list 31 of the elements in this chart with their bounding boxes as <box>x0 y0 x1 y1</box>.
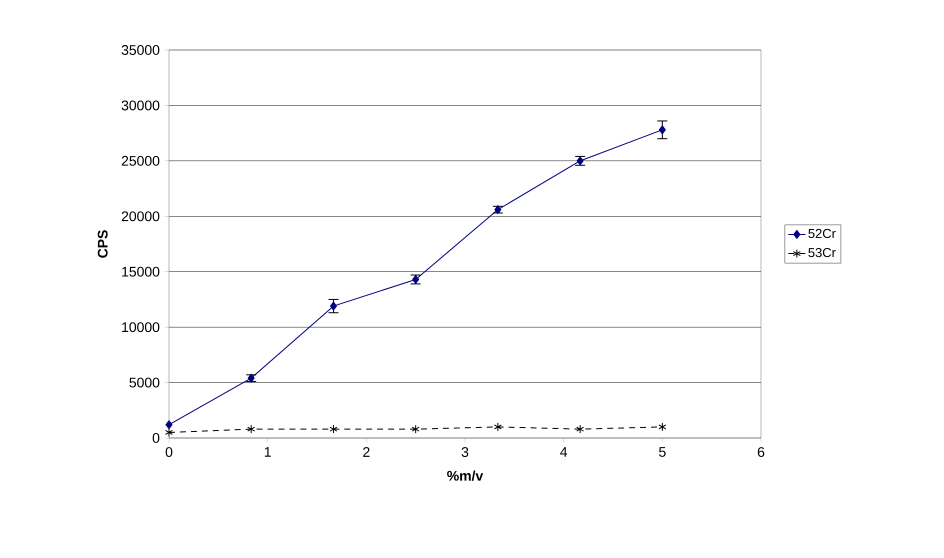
point <box>658 422 666 432</box>
y-tick-label: 10000 <box>122 322 160 332</box>
legend-label: 53Cr <box>808 248 836 258</box>
x-tick-label: 4 <box>560 447 568 457</box>
y-tick-label: 15000 <box>122 266 160 277</box>
point <box>247 424 256 434</box>
y-tick-label: 0 <box>152 433 160 443</box>
x-axis-title: %m/v <box>447 470 484 481</box>
y-tick-label: 5000 <box>129 378 160 388</box>
y-tick-label: 30000 <box>122 100 160 110</box>
y-tick-label: 35000 <box>122 45 160 55</box>
x-tick-label: 3 <box>462 447 468 457</box>
x-tick-label: 1 <box>264 447 271 457</box>
x-tick-label: 2 <box>363 447 370 457</box>
point <box>576 424 584 434</box>
point <box>166 420 172 430</box>
legend-label: 52Cr <box>808 228 836 238</box>
point <box>658 125 666 134</box>
y-axis-title: CPS <box>98 230 108 258</box>
point <box>494 422 502 432</box>
point <box>412 424 420 434</box>
point <box>494 205 502 214</box>
point <box>248 374 255 383</box>
point <box>165 428 173 437</box>
y-tick-label: 25000 <box>122 156 160 166</box>
x-tick-label: 0 <box>166 447 172 457</box>
x-tick-label: 5 <box>659 447 666 457</box>
y-tick-label: 20000 <box>122 211 160 222</box>
point <box>330 424 338 434</box>
x-tick-label: 6 <box>758 447 764 457</box>
point <box>330 302 337 311</box>
